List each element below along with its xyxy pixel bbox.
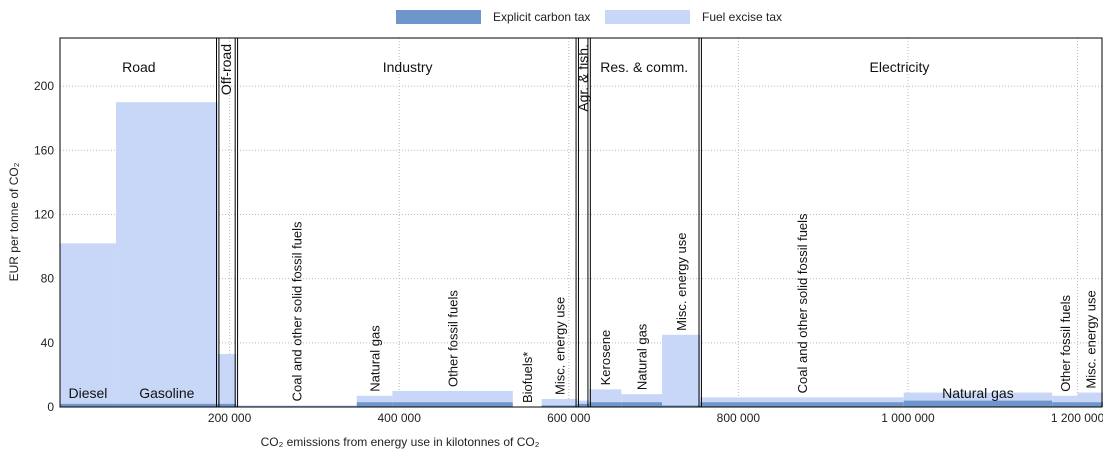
y-axis-title: EUR per tonne of CO₂ (7, 162, 21, 281)
plot-frame (59, 37, 1103, 408)
bar-excise (236, 405, 357, 407)
bar-excise (356, 395, 393, 403)
bar-explicit (60, 403, 116, 407)
legend-swatch-excise (605, 10, 690, 24)
bar-explicit (700, 402, 904, 407)
segment-label: Biofuels* (520, 352, 535, 403)
segment-label: Kerosene (598, 330, 613, 386)
bar-explicit (1052, 402, 1078, 407)
legend-swatch-explicit (396, 10, 481, 24)
bar-explicit (577, 403, 590, 407)
segment-label: Coal and other solid fossil fuels (795, 213, 810, 393)
bar-explicit (541, 405, 578, 407)
y-tick-label: 40 (41, 336, 55, 350)
bar-excise (1077, 392, 1103, 403)
segment-label: Other fossil fuels (446, 290, 461, 387)
segment-label: Other fossil fuels (1058, 294, 1073, 391)
bar-explicit (903, 400, 1053, 407)
segment-label: Gasoline (139, 385, 194, 401)
segment-label: Diesel (69, 385, 108, 401)
legend-label-explicit: Explicit carbon tax (493, 10, 591, 24)
x-tick-label: 600 000 (547, 411, 591, 425)
bar-excise (1052, 395, 1078, 403)
segment-label: Coal and other solid fossil fuels (290, 221, 305, 401)
x-tick-label: 1 000 000 (881, 411, 935, 425)
x-tick-label: 200 000 (208, 411, 252, 425)
bar-excise (903, 392, 1053, 401)
sector-label: Off-road (218, 44, 234, 95)
bar-excise (217, 354, 237, 404)
bar-excise (700, 397, 904, 403)
x-tick-label: 1 200 000 (1051, 411, 1103, 425)
bar-explicit (1077, 402, 1103, 407)
y-tick-label: 0 (47, 400, 54, 414)
segment-label: Misc. energy use (1083, 290, 1098, 388)
bar-explicit (217, 403, 237, 407)
sector-label: Industry (383, 59, 433, 75)
segment-label: Natural gas (635, 323, 650, 390)
sector-label: Electricity (870, 59, 930, 75)
legend: Explicit carbon tax Fuel excise tax (0, 6, 1103, 28)
bar-explicit (115, 403, 218, 407)
bar-explicit (392, 402, 513, 407)
y-tick-label: 120 (34, 207, 54, 221)
y-tick-label: 200 (34, 79, 54, 93)
segment-label: Natural gas (368, 325, 383, 392)
sector-label: Agr. & fish. (575, 44, 591, 112)
bar-excise (589, 389, 622, 403)
legend-item-explicit: Explicit carbon tax (396, 10, 590, 24)
bar-excise (621, 394, 663, 403)
bar-excise (115, 102, 218, 404)
legend-label-excise: Fuel excise tax (702, 10, 783, 24)
bar-explicit (356, 402, 393, 407)
x-axis-title: CO₂ emissions from energy use in kiloton… (261, 435, 540, 449)
segment-label: Misc. energy use (674, 233, 689, 331)
sector-label: Res. & comm. (600, 59, 688, 75)
segment-label: Misc. energy use (552, 297, 567, 395)
bar-excise (662, 334, 701, 406)
y-tick-label: 80 (41, 272, 55, 286)
legend-item-excise: Fuel excise tax (605, 10, 782, 24)
bar-explicit (589, 402, 622, 407)
bar-excise (541, 398, 578, 406)
x-tick-label: 400 000 (377, 411, 421, 425)
y-tick-label: 160 (34, 143, 54, 157)
x-tick-label: 800 000 (717, 411, 761, 425)
bar-explicit (662, 405, 701, 407)
bar-excise (392, 390, 513, 403)
bar-explicit (621, 402, 663, 407)
sector-label: Road (122, 59, 155, 75)
bar-excise (60, 243, 116, 404)
bar-excise (577, 400, 590, 404)
segment-label: Natural gas (942, 385, 1014, 401)
